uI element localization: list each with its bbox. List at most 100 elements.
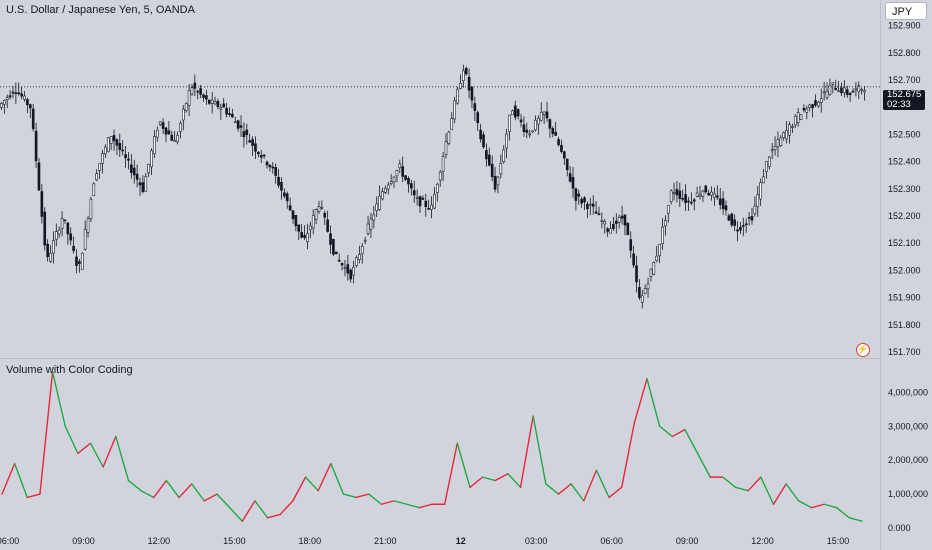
candle-body — [565, 158, 569, 170]
candle-body — [545, 111, 549, 119]
candle-body — [791, 126, 794, 128]
candle-body — [265, 161, 269, 166]
candle-body — [560, 145, 563, 152]
candle-body — [782, 132, 786, 138]
candle-body — [179, 122, 182, 132]
candle-body — [326, 219, 329, 232]
candle-body — [600, 220, 604, 222]
candle-body — [386, 184, 390, 190]
volume-segment — [13, 462, 28, 499]
candle-body — [268, 164, 272, 168]
candle-body — [612, 223, 615, 229]
candle-body — [158, 121, 162, 125]
candle-body — [31, 108, 35, 130]
candle-body — [822, 91, 826, 94]
volume-segment — [279, 500, 294, 516]
volume-segment — [722, 476, 737, 489]
candlestick-series — [0, 64, 866, 309]
candle-body — [701, 190, 705, 197]
candle-body — [3, 99, 6, 105]
candle-body — [337, 259, 341, 262]
candle-body — [819, 98, 823, 103]
candle-body — [854, 88, 858, 91]
candle-body — [231, 113, 234, 118]
candle-body — [837, 90, 840, 93]
candle-body — [436, 183, 439, 194]
candle-body — [554, 132, 557, 136]
volume-segment — [380, 500, 395, 505]
candle-body — [173, 139, 176, 142]
candle-body — [352, 266, 355, 276]
candle-body — [574, 188, 578, 201]
candle-body — [739, 226, 742, 231]
candle-body — [317, 206, 321, 212]
price-tick-label: 151.700 — [888, 347, 921, 357]
currency-button[interactable]: JPY — [885, 2, 927, 20]
candle-body — [300, 232, 303, 238]
candle-body — [684, 194, 687, 203]
time-tick-label: 03:00 — [525, 536, 548, 546]
candle-body — [785, 130, 788, 140]
time-tick-label: 15:00 — [223, 536, 246, 546]
candle-body — [687, 200, 690, 203]
volume-segment — [153, 479, 168, 499]
time-tick-label: 06:00 — [0, 536, 19, 546]
candle-body — [184, 102, 188, 111]
volume-segment — [772, 483, 787, 505]
volume-segment — [1, 462, 16, 495]
candle-body — [228, 113, 231, 115]
candle-body — [721, 198, 725, 209]
candle-body — [557, 139, 560, 146]
candle-body — [271, 166, 275, 169]
candle-body — [37, 162, 41, 191]
candle-body — [407, 178, 410, 185]
volume-segment — [26, 493, 41, 499]
candle-body — [788, 124, 791, 136]
candle-body — [704, 185, 708, 193]
price-tick-label: 151.900 — [888, 293, 921, 303]
alert-icon[interactable]: ⚡ — [856, 343, 870, 357]
volume-segment — [191, 483, 206, 502]
candle-body — [834, 87, 838, 91]
volume-segment — [443, 442, 458, 505]
candle-body — [649, 268, 653, 277]
candle-body — [104, 146, 107, 155]
candle-body — [225, 107, 228, 115]
time-tick-label: 18:00 — [299, 536, 322, 546]
volume-segment — [39, 371, 54, 495]
candle-body — [57, 229, 61, 235]
volume-segment — [760, 476, 775, 505]
price-tick-label: 152.400 — [888, 157, 921, 167]
candle-body — [124, 154, 127, 159]
price-tick-label: 152.900 — [888, 21, 921, 31]
volume-segment — [608, 486, 623, 499]
candle-body — [635, 265, 638, 283]
indicator-title[interactable]: Volume with Color Coding — [6, 364, 133, 376]
candle-body — [643, 288, 647, 294]
candle-body — [470, 86, 474, 101]
candle-body — [808, 104, 812, 108]
candle-body — [450, 118, 454, 131]
candle-body — [438, 171, 442, 181]
candle-body — [733, 219, 736, 226]
candle-body — [817, 101, 820, 107]
volume-segment — [481, 476, 496, 482]
candle-body — [603, 221, 607, 225]
candle-body — [424, 200, 428, 208]
candle-body — [753, 205, 757, 215]
candle-body — [583, 197, 586, 203]
candle-body — [89, 198, 93, 220]
candle-body — [716, 195, 719, 198]
candle-body — [80, 252, 84, 270]
volume-segment — [368, 493, 383, 505]
candle-body — [767, 156, 771, 167]
candle-body — [216, 101, 220, 108]
pane-divider[interactable] — [0, 358, 880, 359]
candle-body — [109, 136, 113, 144]
candle-body — [678, 190, 682, 199]
candle-body — [101, 153, 104, 164]
symbol-title[interactable]: U.S. Dollar / Japanese Yen, 5, OANDA — [6, 4, 195, 16]
candle-body — [453, 100, 456, 120]
candle-body — [447, 131, 451, 144]
